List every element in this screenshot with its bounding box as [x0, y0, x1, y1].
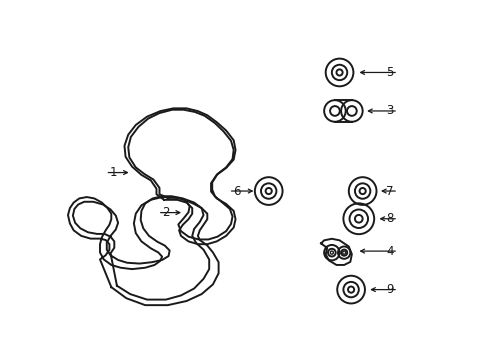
- Text: 1: 1: [110, 166, 117, 179]
- Text: 9: 9: [385, 283, 393, 296]
- Text: 4: 4: [385, 244, 393, 258]
- Text: 6: 6: [233, 185, 240, 198]
- Text: 7: 7: [385, 185, 393, 198]
- Text: 3: 3: [386, 104, 393, 117]
- Text: 8: 8: [386, 212, 393, 225]
- Text: 5: 5: [386, 66, 393, 79]
- Text: 2: 2: [162, 206, 170, 219]
